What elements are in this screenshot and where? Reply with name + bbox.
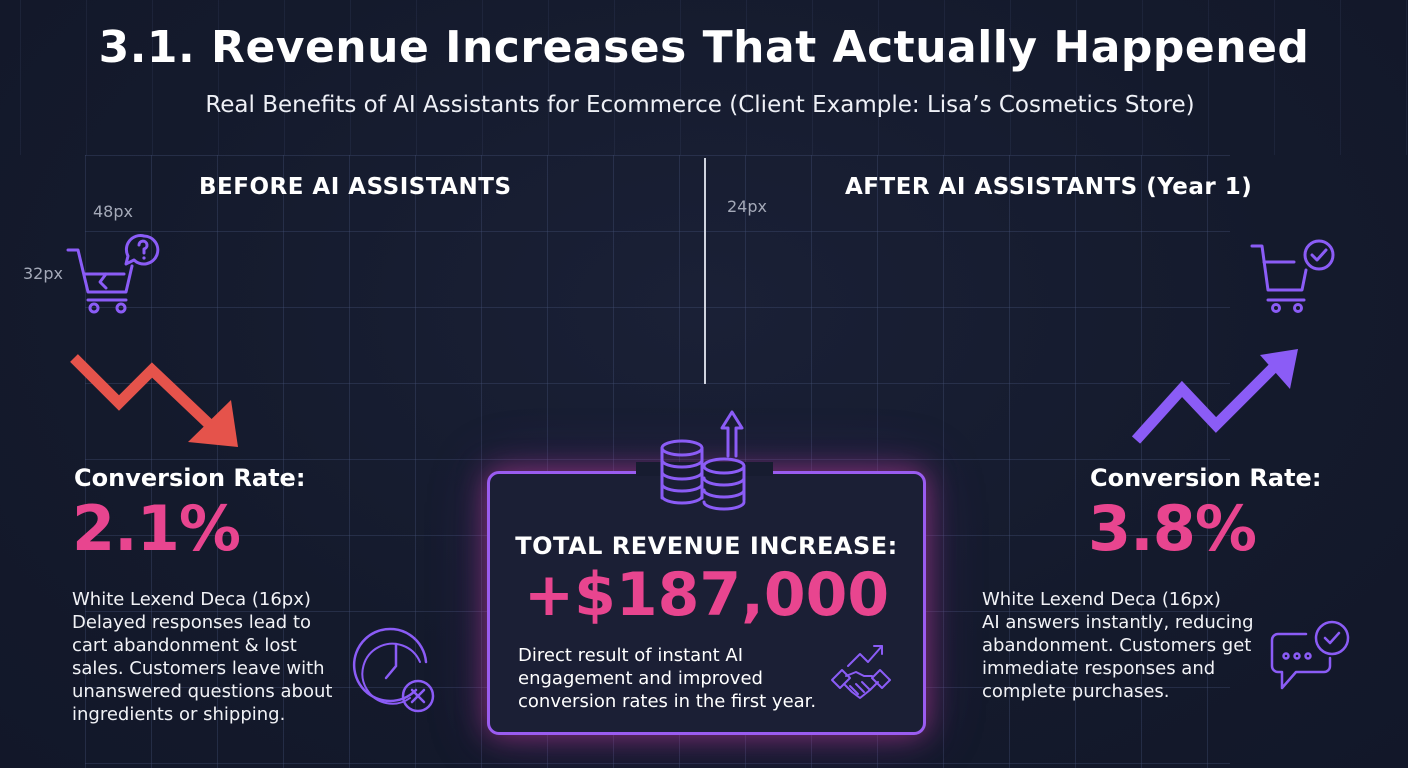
- after-heading: AFTER AI ASSISTANTS (Year 1): [845, 174, 1253, 200]
- after-metric-label: Conversion Rate:: [1090, 464, 1322, 492]
- trend-up-icon: [1131, 349, 1298, 444]
- grid-top: [0, 0, 1408, 155]
- before-annotation-side: 32px: [23, 264, 63, 283]
- handshake-growth-icon: [831, 645, 891, 699]
- summary-value: +$187,000: [523, 560, 890, 630]
- after-metric-value: 3.8%: [1088, 492, 1257, 565]
- before-heading: BEFORE AI ASSISTANTS: [199, 174, 512, 200]
- coins-up-icon: [660, 410, 746, 511]
- before-annotation-top: 48px: [93, 202, 133, 221]
- before-metric-label: Conversion Rate:: [74, 464, 306, 492]
- cart-question-icon: [66, 234, 160, 314]
- summary-label: TOTAL REVENUE INCREASE:: [515, 532, 898, 560]
- before-metric-value: 2.1%: [72, 492, 241, 565]
- before-description: White Lexend Deca (16px) Delayed respons…: [72, 589, 333, 725]
- cart-check-icon: [1250, 239, 1335, 313]
- chat-check-icon: [1270, 620, 1350, 690]
- summary-description: Direct result of instant AI engagement a…: [518, 645, 817, 712]
- revenue-summary-card: TOTAL REVENUE INCREASE: +$187,000 Direct…: [487, 471, 926, 735]
- after-description: White Lexend Deca (16px) AI answers inst…: [982, 589, 1254, 702]
- trend-down-icon: [70, 354, 238, 447]
- clock-x-icon: [352, 627, 435, 713]
- page-subtitle: Real Benefits of AI Assistants for Ecomm…: [205, 92, 1195, 118]
- after-annotation: 24px: [727, 197, 767, 216]
- page-title: 3.1. Revenue Increases That Actually Hap…: [98, 22, 1310, 73]
- section-divider: [704, 158, 706, 384]
